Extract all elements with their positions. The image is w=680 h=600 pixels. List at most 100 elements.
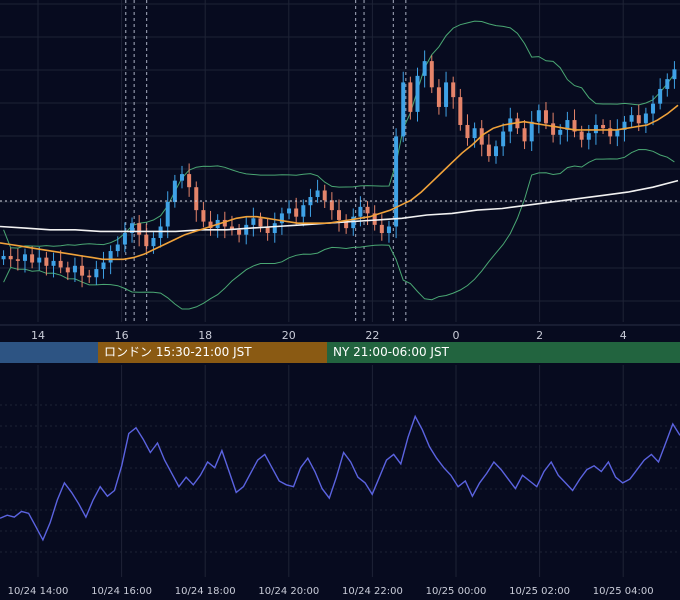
candle-body bbox=[522, 128, 527, 142]
candle-body bbox=[593, 124, 598, 134]
candle-body bbox=[586, 133, 591, 140]
oscillator-x-axis: 10/24 14:00 10/24 16:00 10/24 18:00 10/24 2… bbox=[8, 586, 654, 597]
candle-body bbox=[472, 128, 477, 139]
candle-body bbox=[80, 265, 85, 276]
candle-body bbox=[651, 103, 656, 114]
bollinger-bands bbox=[3, 20, 675, 310]
candle-body bbox=[315, 190, 320, 198]
price-x-tick-label: 20 bbox=[282, 329, 296, 342]
candle-body bbox=[636, 115, 641, 124]
session-tokyo bbox=[0, 342, 98, 363]
price-x-tick-label: 4 bbox=[620, 329, 627, 342]
candle-body bbox=[436, 87, 441, 107]
candle-body bbox=[265, 226, 270, 234]
candle-body bbox=[251, 218, 256, 225]
candle-body bbox=[351, 216, 356, 229]
price-gridlines bbox=[0, 0, 680, 322]
candle-body bbox=[179, 174, 184, 181]
candle-body bbox=[451, 82, 456, 98]
candle-body bbox=[115, 244, 120, 252]
candle-body bbox=[187, 174, 192, 188]
candle-body bbox=[287, 208, 292, 214]
bollinger-upper bbox=[3, 20, 675, 249]
vertical-session-markers bbox=[125, 0, 407, 322]
candle-body bbox=[415, 75, 420, 112]
candle-body bbox=[301, 205, 306, 217]
candle-body bbox=[622, 121, 627, 130]
osc-x-tick-label: 10/24 20:00 bbox=[258, 586, 319, 597]
candle-body bbox=[229, 226, 234, 230]
osc-x-tick-label: 10/24 14:00 bbox=[8, 586, 69, 597]
price-x-tick-label: 14 bbox=[31, 329, 45, 342]
candle-body bbox=[151, 237, 156, 247]
candle-body bbox=[501, 131, 506, 147]
bollinger-lower bbox=[3, 148, 675, 310]
session-ny: NY 21:00-06:00 JST bbox=[327, 342, 680, 363]
candle-body bbox=[244, 224, 249, 235]
candle-body bbox=[422, 61, 427, 76]
candle-body bbox=[408, 82, 413, 112]
moving-averages bbox=[0, 104, 679, 261]
osc-x-tick-label: 10/24 18:00 bbox=[175, 586, 236, 597]
osc-x-tick-label: 10/25 00:00 bbox=[426, 586, 487, 597]
candle-body bbox=[401, 82, 406, 137]
price-chart[interactable]: 14 16 18 20 22 0 2 4 bbox=[0, 0, 680, 342]
candle-body bbox=[208, 221, 213, 229]
candle-body bbox=[294, 208, 299, 217]
candle-body bbox=[551, 123, 556, 135]
candle-body bbox=[237, 229, 242, 235]
candle-body bbox=[358, 206, 363, 217]
candle-body bbox=[222, 219, 227, 227]
candle-body bbox=[444, 82, 449, 107]
candle-body bbox=[601, 124, 606, 129]
candle-body bbox=[258, 218, 263, 227]
candle-body bbox=[108, 251, 113, 263]
candle-body bbox=[101, 262, 106, 270]
candle-body bbox=[201, 210, 206, 222]
candle-body bbox=[386, 226, 391, 234]
candle-body bbox=[365, 206, 370, 214]
candle-body bbox=[137, 223, 142, 235]
candle-body bbox=[394, 136, 399, 227]
candle-body bbox=[322, 190, 327, 201]
candle-body bbox=[337, 210, 341, 220]
moving-average-orange bbox=[0, 104, 679, 261]
candle-body bbox=[65, 267, 70, 273]
candle-body bbox=[665, 79, 670, 89]
price-x-axis: 14 16 18 20 22 0 2 4 bbox=[31, 329, 627, 342]
osc-x-tick-label: 10/25 04:00 bbox=[593, 586, 654, 597]
price-x-tick-label: 18 bbox=[198, 329, 212, 342]
candle-body bbox=[30, 254, 35, 263]
osc-x-tick-label: 10/25 02:00 bbox=[509, 586, 570, 597]
candle-body bbox=[272, 223, 277, 234]
candle-body bbox=[158, 226, 163, 238]
osc-x-tick-label: 10/24 22:00 bbox=[342, 586, 403, 597]
oscillator-chart[interactable]: 10/24 14:00 10/24 16:00 10/24 18:00 10/24 2… bbox=[0, 365, 680, 600]
osc-x-tick-label: 10/24 16:00 bbox=[91, 586, 152, 597]
candle-body bbox=[629, 115, 634, 122]
candle-body bbox=[615, 129, 620, 137]
candle-body bbox=[172, 180, 177, 202]
price-x-tick-label: 16 bbox=[115, 329, 129, 342]
candle-body bbox=[379, 224, 384, 234]
price-x-tick-label: 0 bbox=[453, 329, 460, 342]
candle-body bbox=[458, 97, 463, 125]
candle-body bbox=[130, 223, 135, 234]
oscillator-line bbox=[0, 414, 680, 542]
candle-body bbox=[51, 260, 56, 266]
candle-body bbox=[529, 121, 534, 142]
candle-body bbox=[486, 144, 491, 157]
candlesticks bbox=[1, 50, 677, 288]
candle-body bbox=[37, 257, 42, 263]
candle-body bbox=[22, 254, 27, 261]
candle-body bbox=[87, 275, 92, 278]
candle-body bbox=[658, 88, 663, 104]
session-london: ロンドン 15:30-21:00 JST bbox=[98, 342, 327, 363]
candle-body bbox=[1, 255, 6, 260]
candle-body bbox=[572, 120, 577, 132]
price-x-tick-label: 2 bbox=[536, 329, 543, 342]
candle-body bbox=[344, 219, 349, 229]
oscillator-gridlines bbox=[0, 365, 680, 577]
candle-body bbox=[494, 146, 499, 157]
candle-body bbox=[165, 201, 170, 227]
